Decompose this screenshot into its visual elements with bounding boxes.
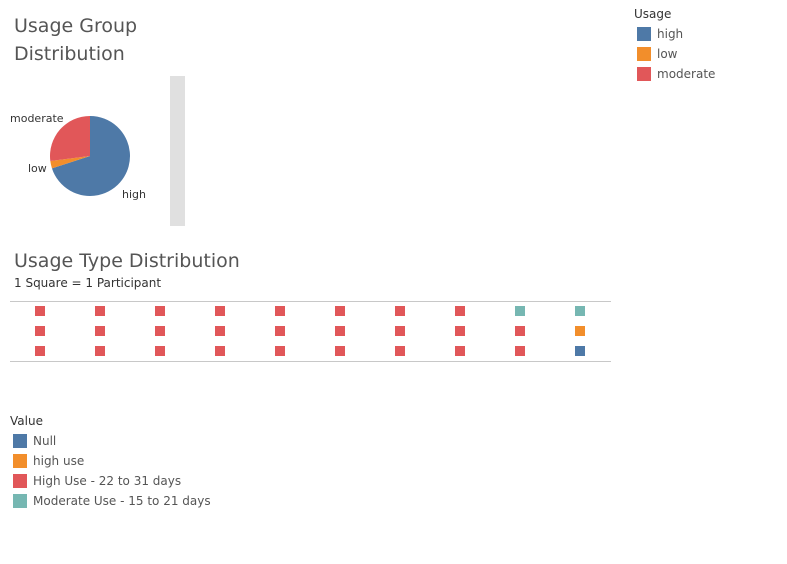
- pie-slice-high[interactable]: [51, 116, 130, 196]
- waffle-square[interactable]: [335, 326, 345, 336]
- waffle-square[interactable]: [455, 346, 465, 356]
- pie-title-line-1: Usage Group: [14, 15, 138, 37]
- waffle-square[interactable]: [275, 346, 285, 356]
- value-legend-title: Value: [10, 414, 43, 428]
- legend-label: high use: [33, 454, 85, 468]
- value-legend-item[interactable]: High Use - 22 to 31 days: [13, 474, 181, 488]
- pie-slice-low[interactable]: [50, 156, 90, 169]
- legend-label: Moderate Use - 15 to 21 days: [33, 494, 211, 508]
- waffle-square[interactable]: [575, 346, 585, 356]
- pie-label-low: low: [28, 162, 47, 175]
- waffle-square[interactable]: [215, 306, 225, 316]
- value-legend-item[interactable]: Null: [13, 434, 56, 448]
- legend-label: Null: [33, 434, 57, 448]
- waffle-square[interactable]: [335, 346, 345, 356]
- waffle-square[interactable]: [395, 346, 405, 356]
- waffle-square[interactable]: [335, 306, 345, 316]
- usage-legend-item[interactable]: moderate: [637, 67, 715, 81]
- waffle-square[interactable]: [515, 346, 525, 356]
- waffle-square[interactable]: [35, 346, 45, 356]
- value-legend-item[interactable]: high use: [13, 454, 84, 468]
- legend-swatch: [637, 67, 651, 81]
- waffle-square[interactable]: [95, 306, 105, 316]
- pie-title-line-2: Distribution: [14, 43, 125, 65]
- waffle-square[interactable]: [275, 326, 285, 336]
- waffle-square[interactable]: [395, 326, 405, 336]
- usage-type-waffle-chart: [35, 306, 585, 356]
- waffle-square[interactable]: [155, 346, 165, 356]
- usage-legend-title: Usage: [634, 7, 672, 21]
- pie-slice-moderate[interactable]: [49, 116, 90, 162]
- usage-legend-item[interactable]: high: [637, 27, 683, 41]
- waffle-square[interactable]: [395, 306, 405, 316]
- waffle-square[interactable]: [35, 306, 45, 316]
- usage-group-pie-chart: high low moderate: [10, 112, 146, 201]
- waffle-square[interactable]: [95, 346, 105, 356]
- legend-swatch: [637, 47, 651, 61]
- legend-swatch: [637, 27, 651, 41]
- waffle-square[interactable]: [35, 326, 45, 336]
- waffle-square[interactable]: [215, 346, 225, 356]
- legend-swatch: [13, 434, 27, 448]
- legend-label: moderate: [657, 67, 716, 81]
- waffle-chart-title: Usage Type Distribution: [14, 250, 240, 272]
- waffle-bottom-rule: [10, 361, 611, 362]
- pie-label-moderate: moderate: [10, 112, 64, 125]
- legend-label: high: [657, 27, 684, 41]
- waffle-square[interactable]: [575, 306, 585, 316]
- legend-swatch: [13, 494, 27, 508]
- waffle-square[interactable]: [95, 326, 105, 336]
- waffle-top-rule: [10, 301, 611, 302]
- waffle-square[interactable]: [455, 306, 465, 316]
- waffle-square[interactable]: [515, 326, 525, 336]
- waffle-chart-subtitle: 1 Square = 1 Participant: [14, 276, 162, 290]
- legend-label: High Use - 22 to 31 days: [33, 474, 182, 488]
- waffle-square[interactable]: [515, 306, 525, 316]
- value-legend-item[interactable]: Moderate Use - 15 to 21 days: [13, 494, 211, 508]
- waffle-square[interactable]: [455, 326, 465, 336]
- vertical-scrollbar[interactable]: [170, 76, 185, 226]
- waffle-square[interactable]: [155, 306, 165, 316]
- waffle-square[interactable]: [575, 326, 585, 336]
- legend-swatch: [13, 454, 27, 468]
- usage-legend-item[interactable]: low: [637, 47, 678, 61]
- waffle-square[interactable]: [275, 306, 285, 316]
- waffle-square[interactable]: [155, 326, 165, 336]
- legend-swatch: [13, 474, 27, 488]
- pie-chart-title: Usage Group Distribution: [14, 12, 137, 68]
- pie-label-high: high: [122, 188, 146, 201]
- legend-label: low: [657, 47, 678, 61]
- waffle-square[interactable]: [215, 326, 225, 336]
